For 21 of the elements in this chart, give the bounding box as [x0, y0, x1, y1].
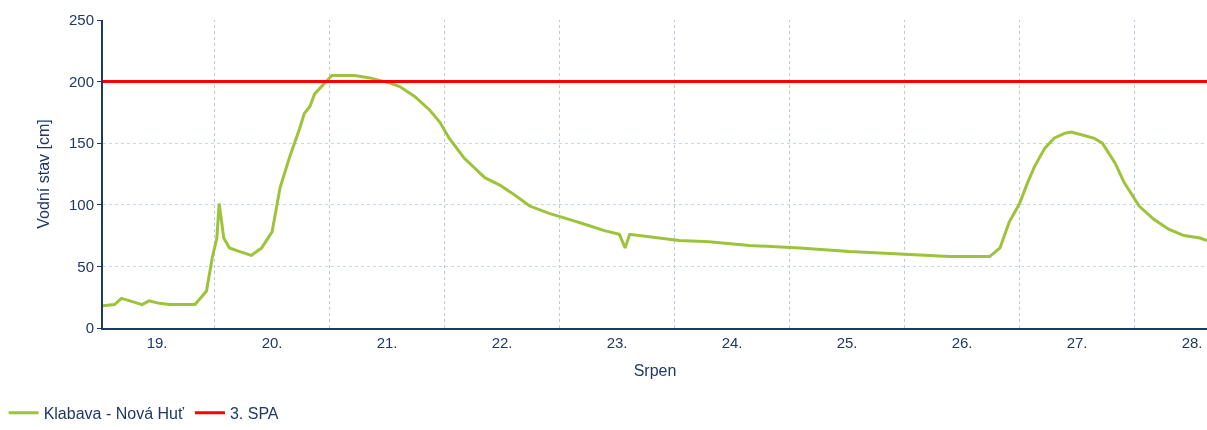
- x-tick-label: 28.: [1181, 334, 1203, 351]
- x-tick-label: 22.: [491, 334, 513, 351]
- y-tick-label: 0: [85, 319, 94, 337]
- y-tick-label: 100: [68, 196, 94, 214]
- y-axis-title: Vodní stav [cm]: [35, 119, 53, 229]
- y-tick-label: 200: [68, 72, 94, 90]
- y-tick-label: 50: [77, 257, 94, 275]
- x-axis-title: Srpen: [633, 362, 677, 380]
- line-series: [103, 73, 1207, 308]
- x-tick-label: 20.: [261, 334, 283, 351]
- y-tick-label: 250: [68, 11, 94, 29]
- x-tick-label: 27.: [1066, 334, 1088, 351]
- x-tick-label: 23.: [606, 334, 628, 351]
- legend-label: 3. SPA: [229, 404, 279, 422]
- x-tick-label: 24.: [721, 334, 743, 351]
- x-tick-label: 26.: [951, 334, 973, 351]
- x-tick-label: 25.: [836, 334, 858, 351]
- y-tick-label: 150: [68, 134, 94, 152]
- x-tick-label: 21.: [376, 334, 398, 351]
- legend-label: Klabava - Nová Huť: [43, 404, 185, 422]
- x-tick-label: 19.: [146, 334, 168, 351]
